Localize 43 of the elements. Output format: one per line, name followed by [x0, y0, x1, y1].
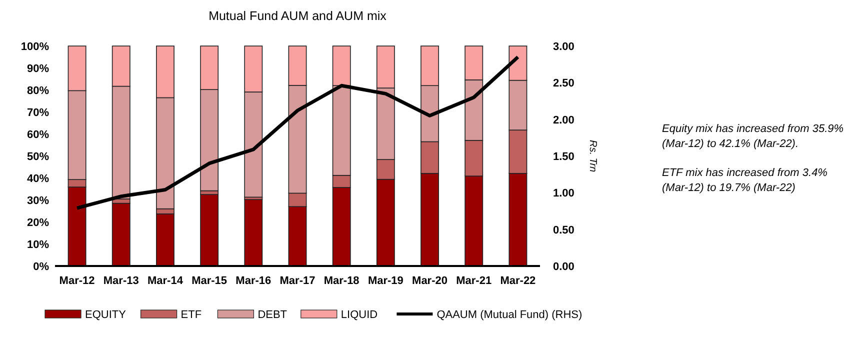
bar [112, 202, 130, 266]
line-series [75, 55, 520, 210]
y-tick-label: 70% [26, 107, 50, 119]
y2-axis-title: Rs. Trn [587, 140, 598, 172]
y2-tick-label: 0.50 [553, 224, 574, 236]
x-tick-label: Mar-16 [236, 275, 272, 287]
y-tick-label: 80% [26, 85, 50, 97]
x-tick-label: Mar-19 [368, 275, 404, 287]
bar [156, 213, 174, 266]
bar [200, 194, 219, 266]
y-tick-label: 0% [33, 261, 50, 273]
y2-tick-label: 3.00 [553, 41, 574, 53]
x-tick-label: Mar-14 [147, 275, 184, 287]
y2-tick-label: 1.50 [553, 151, 574, 163]
y-tick-label: 50% [26, 151, 50, 163]
legend-label: EQUITY [85, 309, 127, 321]
x-tick-label: Mar-22 [500, 275, 536, 287]
text: Equity mix has increased from 35.9% (Mar-12) to 42.1% (Mar-22). [662, 123, 844, 150]
y2-tick-label: 0.00 [553, 261, 574, 273]
text: ETF mix has increased from 3.4% (Mar-12) to 19.7% (Mar-22) [662, 167, 828, 194]
y-tick-label: 20% [26, 217, 50, 229]
x-tick-label: Mar-17 [280, 275, 316, 287]
x-tick-label: Mar-21 [456, 275, 492, 287]
y2-tick-label: 2.50 [553, 78, 574, 90]
chart-title: Mutual Fund AUM and AUM mix [208, 9, 388, 23]
y-tick-label: 10% [26, 239, 50, 251]
y-tick-label: 100% [20, 41, 50, 53]
legend-label: DEBT [258, 309, 288, 321]
bar [244, 199, 263, 266]
y-tick-label: 30% [26, 195, 50, 207]
y-tick-label: 60% [26, 129, 50, 141]
x-tick-label: Mar-20 [412, 275, 448, 287]
y2-tick-label: 2.00 [553, 114, 574, 126]
x-tick-label: Mar-13 [103, 275, 139, 287]
x-tick-label: Mar-18 [324, 275, 360, 287]
y2-tick-label: 1.00 [553, 188, 574, 200]
legend-label: QAAUM (Mutual Fund) (RHS) [436, 309, 582, 321]
x-tick-label: Mar-12 [59, 275, 95, 287]
legend-label: LIQUID [340, 309, 378, 321]
x-tick-label: Mar-15 [192, 275, 228, 287]
y-tick-label: 40% [26, 173, 50, 185]
y-tick-label: 90% [26, 63, 50, 75]
legend-label: ETF [180, 309, 202, 321]
